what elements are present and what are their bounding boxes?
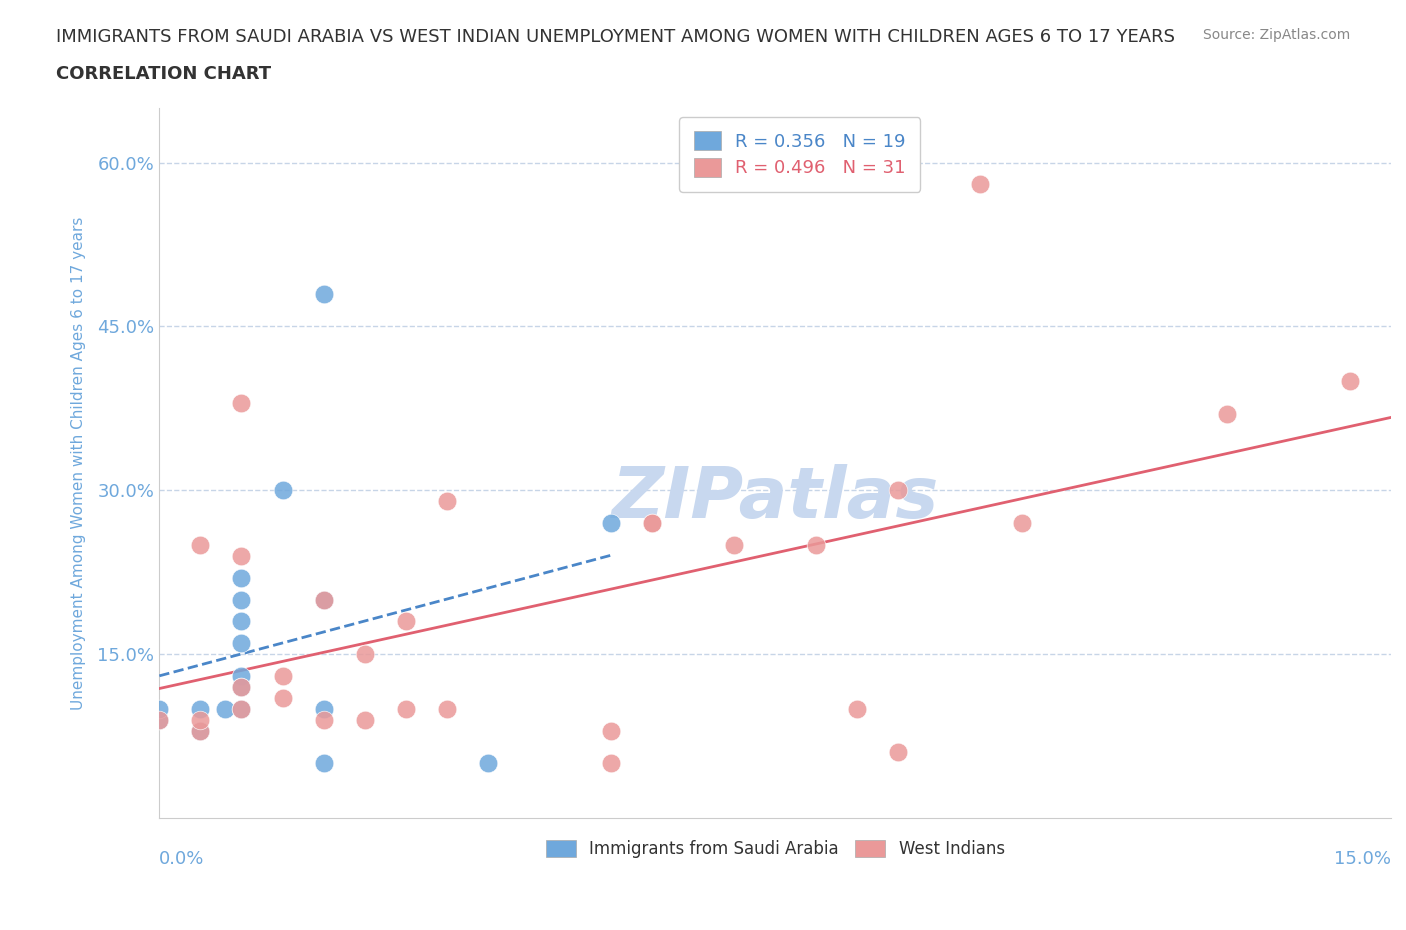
Point: [148, 712, 170, 727]
Point: [1339, 374, 1361, 389]
Point: [148, 701, 170, 716]
Point: [271, 669, 294, 684]
Point: [190, 724, 212, 738]
Point: [395, 614, 418, 629]
Text: ZIPatlas: ZIPatlas: [612, 464, 939, 533]
Point: [395, 701, 418, 716]
Point: [190, 724, 212, 738]
Point: [436, 494, 458, 509]
Point: [231, 592, 253, 607]
Point: [887, 483, 910, 498]
Point: [353, 646, 375, 661]
Point: [231, 570, 253, 585]
Point: [846, 701, 869, 716]
Point: [190, 538, 212, 552]
Text: IMMIGRANTS FROM SAUDI ARABIA VS WEST INDIAN UNEMPLOYMENT AMONG WOMEN WITH CHILDR: IMMIGRANTS FROM SAUDI ARABIA VS WEST IND…: [56, 28, 1175, 46]
Y-axis label: Unemployment Among Women with Children Ages 6 to 17 years: Unemployment Among Women with Children A…: [72, 217, 86, 710]
Point: [312, 701, 335, 716]
Text: 15.0%: 15.0%: [1334, 850, 1391, 868]
Point: [231, 636, 253, 651]
Point: [271, 483, 294, 498]
Point: [312, 592, 335, 607]
Text: 0.0%: 0.0%: [159, 850, 205, 868]
Point: [641, 515, 664, 530]
Point: [723, 538, 745, 552]
Point: [600, 724, 623, 738]
Point: [214, 701, 236, 716]
Point: [969, 177, 991, 192]
Point: [600, 515, 623, 530]
Point: [231, 395, 253, 410]
Point: [231, 701, 253, 716]
Point: [1011, 515, 1033, 530]
Point: [353, 712, 375, 727]
Point: [190, 712, 212, 727]
Point: [271, 690, 294, 705]
Legend: Immigrants from Saudi Arabia, West Indians: Immigrants from Saudi Arabia, West India…: [537, 831, 1014, 867]
Point: [312, 756, 335, 771]
Text: CORRELATION CHART: CORRELATION CHART: [56, 65, 271, 83]
Point: [231, 701, 253, 716]
Point: [312, 592, 335, 607]
Point: [477, 756, 499, 771]
Point: [231, 614, 253, 629]
Point: [312, 286, 335, 301]
Point: [436, 701, 458, 716]
Point: [231, 549, 253, 564]
Point: [641, 515, 664, 530]
Point: [231, 680, 253, 695]
Point: [806, 538, 828, 552]
Point: [190, 701, 212, 716]
Point: [231, 680, 253, 695]
Point: [1216, 406, 1239, 421]
Point: [231, 669, 253, 684]
Point: [312, 712, 335, 727]
Point: [600, 756, 623, 771]
Point: [887, 745, 910, 760]
Point: [148, 712, 170, 727]
Text: Source: ZipAtlas.com: Source: ZipAtlas.com: [1202, 28, 1350, 42]
